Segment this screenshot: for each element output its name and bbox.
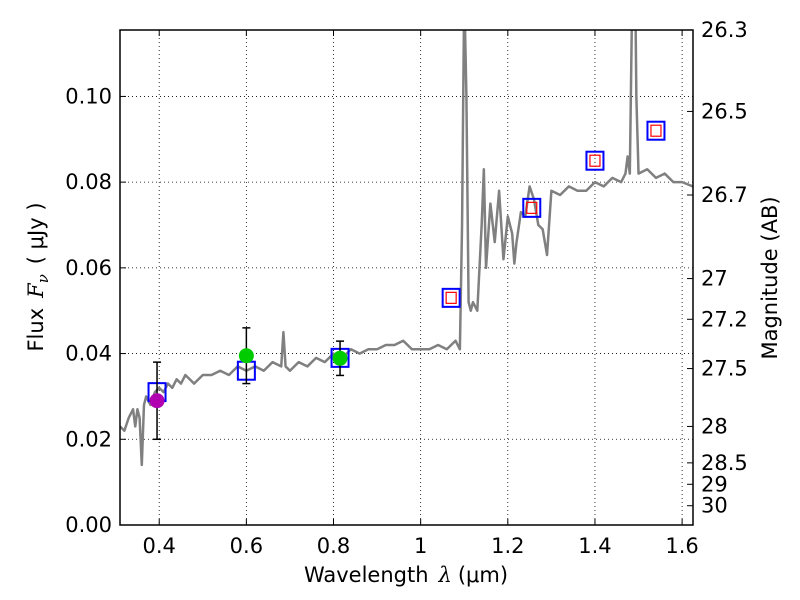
x-tick-label: 0.8 (317, 534, 350, 558)
y2-tick-label: 26.7 (701, 183, 748, 207)
y-tick-label: 0.02 (65, 427, 112, 451)
observed-square-marker (445, 291, 457, 304)
observed-circle-marker (238, 348, 254, 364)
x-tick-label: 1.4 (578, 534, 611, 558)
y2-tick-label: 26.5 (701, 99, 748, 123)
y2-tick-label: 27 (701, 267, 728, 291)
grid (120, 30, 693, 525)
y2-axis-title: Magnitude (AB) (758, 196, 782, 359)
y2-tick-label: 27.2 (701, 307, 748, 331)
x-tick-label: 1.2 (491, 534, 524, 558)
observed-circle-marker (332, 350, 348, 366)
photometry-square-marker (585, 150, 605, 171)
observed-square-marker (589, 154, 601, 167)
spectrum-line (120, 30, 693, 467)
x-tick-label: 0.6 (230, 534, 263, 558)
x-axis-ticks: 0.4 0.6 0.8 1 1.2 1.4 1.6 (143, 30, 699, 558)
marker-layer (147, 120, 666, 441)
x-tick-label: 0.4 (143, 534, 176, 558)
y2-tick-label: 28.5 (701, 451, 748, 475)
y2-tick-label: 30 (701, 494, 728, 518)
y2-tick-label: 27.5 (701, 357, 748, 381)
y-axis-title: FluxFν( μJy ) (24, 202, 52, 351)
y2-tick-label: 29 (701, 472, 728, 496)
observed-square-marker (650, 124, 662, 137)
y-tick-label: 0.00 (65, 513, 112, 537)
x-tick-label: 1.6 (665, 534, 698, 558)
plot-frame (119, 29, 694, 526)
spectrum-layer (120, 30, 693, 467)
y-tick-label: 0.08 (65, 170, 112, 194)
photometry-square-marker (522, 197, 542, 218)
y-axis-ticks: 0.00 0.02 0.04 0.06 0.08 0.10 (65, 84, 126, 537)
x-tick-label: 1 (414, 534, 427, 558)
x-axis-title: Wavelength λ (μm) (304, 563, 508, 587)
y-tick-label: 0.04 (65, 342, 112, 366)
y2-tick-label: 28 (701, 414, 728, 438)
y2-tick-label: 26.3 (701, 18, 748, 42)
y-tick-label: 0.06 (65, 256, 112, 280)
photometry-square-marker (646, 120, 666, 141)
observed-circle-marker (149, 393, 165, 409)
observed-square-marker (526, 201, 538, 214)
y-tick-label: 0.10 (65, 84, 112, 108)
photometry-square-marker (441, 287, 461, 308)
